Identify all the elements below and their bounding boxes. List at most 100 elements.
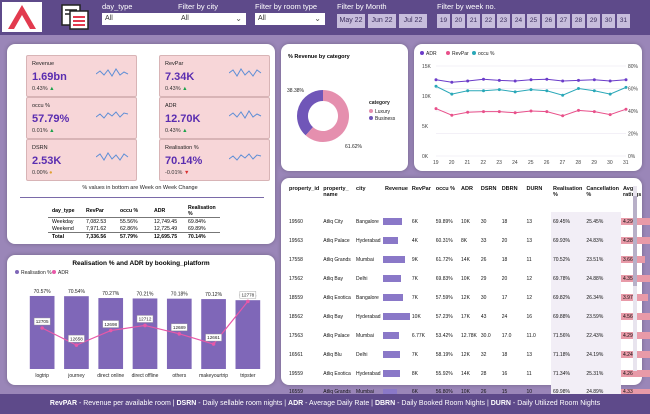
glossary-term: DBRN <box>374 400 396 407</box>
table-row[interactable]: 17563 Atliq Palace Mumbai 6.77K 53.42% 12.78K… <box>287 326 650 345</box>
glossary-term: DURN <box>490 400 511 407</box>
table-cell: 26.34% <box>584 288 622 307</box>
data-point <box>561 114 565 118</box>
week-button-19[interactable]: 19 <box>437 14 450 28</box>
y-tick-label: 10K <box>422 94 432 100</box>
x-tick-label: 31 <box>623 160 629 166</box>
column-header[interactable]: DURN <box>526 186 543 192</box>
column-header[interactable]: DSRN <box>480 186 497 192</box>
table-row[interactable]: 19559 Atliq Exotica Hyderabad 8K 55.92% 14K 28… <box>287 364 650 383</box>
table-row[interactable]: 17562 Atliq Bay Delhi 7K 69.83% 10K 29 20 12 69.7… <box>287 269 650 288</box>
data-point <box>545 77 549 81</box>
week-button-24[interactable]: 24 <box>512 14 525 28</box>
week-button-21[interactable]: 21 <box>467 14 480 28</box>
table-cell <box>382 288 410 307</box>
y-tick-label: 15K <box>422 64 432 70</box>
x-tick-label: 26 <box>544 160 550 166</box>
column-header[interactable]: property_ name <box>323 186 349 198</box>
week-button-23[interactable]: 23 <box>497 14 510 28</box>
data-label: 12778 <box>241 293 254 298</box>
kpi-title: ADR <box>165 103 177 109</box>
week-button-29[interactable]: 29 <box>587 14 600 28</box>
data-point <box>545 89 549 93</box>
data-point <box>608 79 612 83</box>
data-label: 12698 <box>104 322 117 327</box>
month-slicer: Filter by Month May 22 Jun 22 Jul 22 <box>337 2 430 28</box>
week-button-30[interactable]: 30 <box>602 14 615 28</box>
data-point <box>577 78 580 82</box>
table-cell: 7K <box>411 275 419 282</box>
week-button-26[interactable]: 26 <box>542 14 555 28</box>
column-header[interactable]: Avg ratings <box>623 186 641 198</box>
table-cell: 14K <box>461 370 470 377</box>
bar <box>64 296 89 369</box>
room-type-dropdown[interactable]: All ⌄ <box>255 13 325 25</box>
legend-label: ADR <box>426 51 437 57</box>
data-bar <box>382 218 402 225</box>
data-bar <box>621 389 650 396</box>
data-label: 70.27% <box>102 291 120 297</box>
glossary-term: ADR <box>288 400 304 407</box>
data-point <box>434 107 438 111</box>
table-row[interactable]: 18559 Atliq Exotica Bangalore 7K 57.59% 12K 30… <box>287 288 650 307</box>
table-cell: Hyderabad <box>356 370 381 377</box>
column-header[interactable]: ADR <box>461 186 473 192</box>
data-bar <box>382 256 405 263</box>
table-cell: 10K <box>461 275 470 282</box>
header-bar: day_type All ⌄ Filter by city All ⌄ Filt… <box>0 0 650 35</box>
column-header[interactable]: Cancellation % <box>586 186 620 198</box>
column-header[interactable]: Revenue <box>384 186 408 192</box>
data-label: 70.21% <box>137 291 155 297</box>
table-cell: 12K <box>461 294 470 301</box>
table-cell: 7,971.62 <box>86 225 107 232</box>
column-header[interactable]: DBRN <box>501 186 518 192</box>
month-button[interactable]: Jun 22 <box>368 14 396 28</box>
table-cell: 18 <box>501 351 508 358</box>
data-bar <box>382 275 401 282</box>
table-cell: 69.88% <box>550 307 585 326</box>
y-tick-label: 80% <box>628 64 639 70</box>
week-button-28[interactable]: 28 <box>572 14 585 28</box>
legend-label: occu % <box>478 51 495 57</box>
column-header[interactable]: Realisation % <box>552 186 583 198</box>
table-row[interactable]: 17558 Atliq Grands Mumbai 9K 61.72% 14K 26 18 11… <box>287 250 650 269</box>
column-header[interactable]: RevPar <box>411 186 431 192</box>
scrollbar-thumb[interactable] <box>633 196 637 286</box>
table-cell: 4.33 <box>621 383 650 402</box>
table-row[interactable]: 19563 Atliq Palace Hyderabad 4K 60.31% 8K 33 20… <box>287 231 650 250</box>
table-cell: Total <box>48 232 82 240</box>
data-label: 61.62% <box>345 144 363 150</box>
column-header[interactable]: occu % <box>435 186 456 192</box>
week-button-22[interactable]: 22 <box>482 14 495 28</box>
table-cell: 59.89% <box>435 218 453 225</box>
kpi-card-adr: ADR 12.70K 0.43% ▲ <box>159 97 270 139</box>
cell-text: 4.56 <box>623 313 633 320</box>
kpi-change: 0.43% ▲ <box>165 86 188 92</box>
week-button-27[interactable]: 27 <box>557 14 570 28</box>
column-header[interactable]: city <box>356 186 366 192</box>
month-button[interactable]: Jul 22 <box>399 14 427 28</box>
table-cell: 24.19% <box>584 345 622 364</box>
week-button-25[interactable]: 25 <box>527 14 540 28</box>
report-menu-icon[interactable] <box>60 3 90 31</box>
month-button[interactable]: May 22 <box>337 14 365 28</box>
data-point <box>466 79 470 83</box>
city-dropdown[interactable]: All ⌄ <box>178 13 246 25</box>
week-button-20[interactable]: 20 <box>452 14 465 28</box>
data-point <box>561 93 565 97</box>
table-row[interactable]: 18562 Atliq Bay Hyderabad 10K 57.23% 17K 43 24 1… <box>287 307 650 326</box>
column-header[interactable]: property_id <box>289 186 320 192</box>
scrollbar[interactable] <box>633 186 637 371</box>
table-row[interactable]: 16561 Atliq Blu Delhi 7K 58.19% 12K 32 18 13 71.1… <box>287 345 650 364</box>
data-label: 70.57% <box>34 289 52 295</box>
kpi-change: 0.01% ▲ <box>32 128 55 134</box>
table-cell: Weekend <box>52 225 74 232</box>
bar <box>235 300 261 369</box>
table-cell: 8K <box>461 237 468 244</box>
table-cell: 12,725.49 <box>154 225 178 232</box>
table-cell: 28 <box>480 370 487 377</box>
week-button-31[interactable]: 31 <box>617 14 630 28</box>
table-row[interactable]: 19560 Atliq City Bangalore 6K 59.89% 10K 30 18 1… <box>287 212 650 231</box>
bar-chart: Realisation % ADR 70.57% logtrip 70.54% journ… <box>15 270 261 379</box>
kpi-card-dsrn: DSRN 2.53K 0.00% ● <box>26 139 137 181</box>
